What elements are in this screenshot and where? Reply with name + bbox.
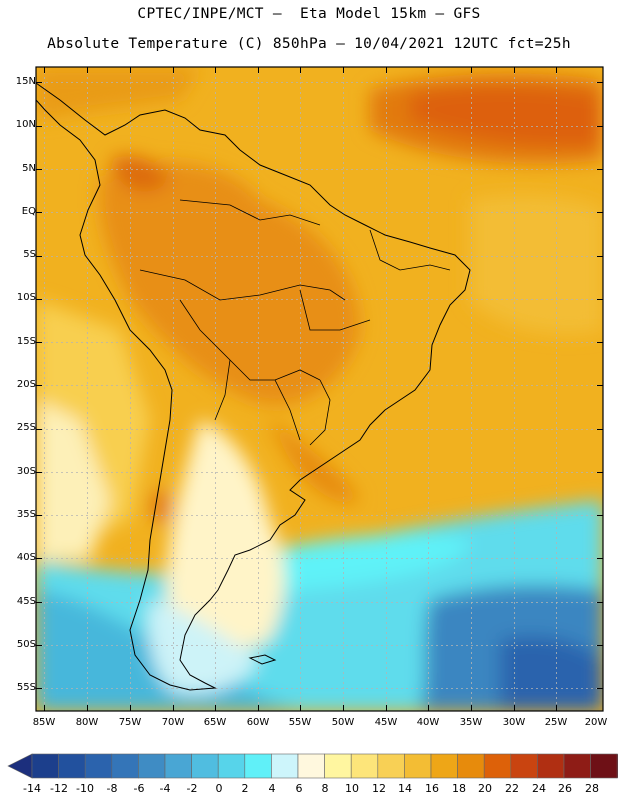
colorbar-label: 2 <box>241 782 249 795</box>
colorbar-label: 10 <box>345 782 359 795</box>
colorbar-label: 14 <box>398 782 412 795</box>
lon-label: 75W <box>118 717 142 728</box>
lon-label: 50W <box>331 717 355 728</box>
colorbar-swatch <box>217 753 246 779</box>
lon-label: 80W <box>75 717 99 728</box>
colorbar-label: 12 <box>372 782 386 795</box>
colorbar-label: -2 <box>186 782 198 795</box>
lat-label: 45S <box>16 596 36 607</box>
lon-label: 85W <box>32 717 56 728</box>
colorbar-label: -8 <box>106 782 118 795</box>
lon-label: 20W <box>584 717 608 728</box>
lon-label: 25W <box>544 717 568 728</box>
colorbar-swatch <box>271 753 299 779</box>
colorbar-swatch <box>404 753 432 779</box>
colorbar-swatch <box>244 753 272 779</box>
colorbar-label: 24 <box>532 782 546 795</box>
map-title-line1: CPTEC/INPE/MCT – Eta Model 15km – GFS <box>137 6 481 22</box>
colorbar-label: 6 <box>295 782 303 795</box>
lon-label: 55W <box>288 717 312 728</box>
colorbar-swatch <box>111 753 139 779</box>
colorbar-label: 18 <box>452 782 466 795</box>
country-borders <box>139 199 451 446</box>
colorbar-label: 0 <box>215 782 223 795</box>
lon-label: 35W <box>459 717 483 728</box>
colorbar-swatch <box>563 753 591 779</box>
colorbar-swatch <box>483 753 512 779</box>
lon-label: 40W <box>416 717 440 728</box>
graticule <box>36 67 603 711</box>
colorbar-label: 8 <box>321 782 329 795</box>
colorbar-label: -12 <box>50 782 68 795</box>
south-america-coastline <box>36 82 471 691</box>
lat-label: 50S <box>16 639 36 650</box>
colorbar-label: -10 <box>76 782 94 795</box>
colorbar-swatch <box>324 753 352 779</box>
lat-label: 10N <box>15 119 36 130</box>
colorbar-label: -6 <box>133 782 145 795</box>
axis-ticks <box>36 67 603 711</box>
colorbar-label: 4 <box>268 782 276 795</box>
colorbar-swatch <box>430 753 458 779</box>
colorbar-swatch <box>31 753 59 779</box>
lat-label: 35S <box>16 509 36 520</box>
lon-label: 60W <box>246 717 270 728</box>
colorbar-under-arrow <box>7 753 33 779</box>
colorbar-swatch <box>377 753 405 779</box>
lat-label: 25S <box>16 422 36 433</box>
lat-label: EQ <box>21 206 36 217</box>
lat-label: 5S <box>23 249 36 260</box>
lat-label: 40S <box>16 552 36 563</box>
colorbar-swatch <box>191 753 219 779</box>
colorbar-label: 22 <box>505 782 519 795</box>
lon-label: 45W <box>374 717 398 728</box>
lon-label: 70W <box>161 717 185 728</box>
lat-label: 30S <box>16 466 36 477</box>
lon-label: 30W <box>502 717 526 728</box>
colorbar-swatch <box>138 753 166 779</box>
colorbar-label: 16 <box>425 782 439 795</box>
colorbar-swatch <box>58 753 86 779</box>
lon-label: 65W <box>203 717 227 728</box>
lat-label: 15N <box>15 76 36 87</box>
lat-label: 20S <box>16 379 36 390</box>
colorbar-swatch <box>164 753 192 779</box>
colorbar-label: -4 <box>159 782 171 795</box>
colorbar-label: 20 <box>478 782 492 795</box>
colorbar-swatch <box>510 753 538 779</box>
colorbar-label: 26 <box>558 782 572 795</box>
colorbar-swatch <box>590 753 618 779</box>
temperature-field <box>36 67 603 711</box>
colorbar-label: 28 <box>585 782 599 795</box>
lat-label: 55S <box>16 682 36 693</box>
map-title-line2: Absolute Temperature (C) 850hPa – 10/04/… <box>47 36 571 52</box>
colorbar-swatch <box>537 753 565 779</box>
lat-label: 10S <box>16 292 36 303</box>
colorbar-swatch <box>350 753 379 779</box>
colorbar <box>7 753 618 779</box>
colorbar-label: -14 <box>23 782 41 795</box>
lat-label: 5N <box>22 163 36 174</box>
lat-label: 15S <box>16 336 36 347</box>
colorbar-swatch <box>297 753 325 779</box>
colorbar-swatch <box>84 753 113 779</box>
colorbar-swatch <box>457 753 485 779</box>
plot-frame <box>35 66 604 712</box>
